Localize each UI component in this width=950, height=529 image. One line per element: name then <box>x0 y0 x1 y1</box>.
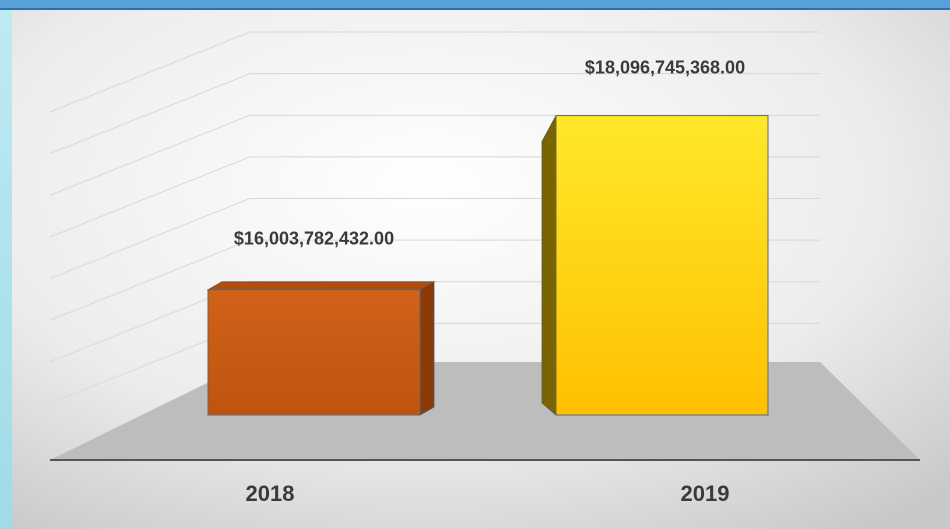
bar <box>207 289 421 416</box>
bar-side <box>419 281 435 416</box>
grid-line-side <box>49 31 251 113</box>
bar-top <box>206 281 436 291</box>
bar-side <box>541 115 557 416</box>
left-strip <box>0 0 12 529</box>
grid-line-side <box>49 239 251 321</box>
grid-line-side <box>49 156 251 238</box>
data-label: $16,003,782,432.00 <box>234 229 394 249</box>
grid-line-side <box>49 198 251 279</box>
top-strip <box>0 0 950 8</box>
grid-line-side <box>49 114 251 196</box>
top-border <box>0 8 950 10</box>
data-label: $18,096,745,368.00 <box>585 57 745 77</box>
x-tick-label: 2018 <box>246 481 295 506</box>
grid-line-side <box>49 73 251 155</box>
bar <box>555 115 769 416</box>
x-tick-label: 2019 <box>681 481 730 506</box>
